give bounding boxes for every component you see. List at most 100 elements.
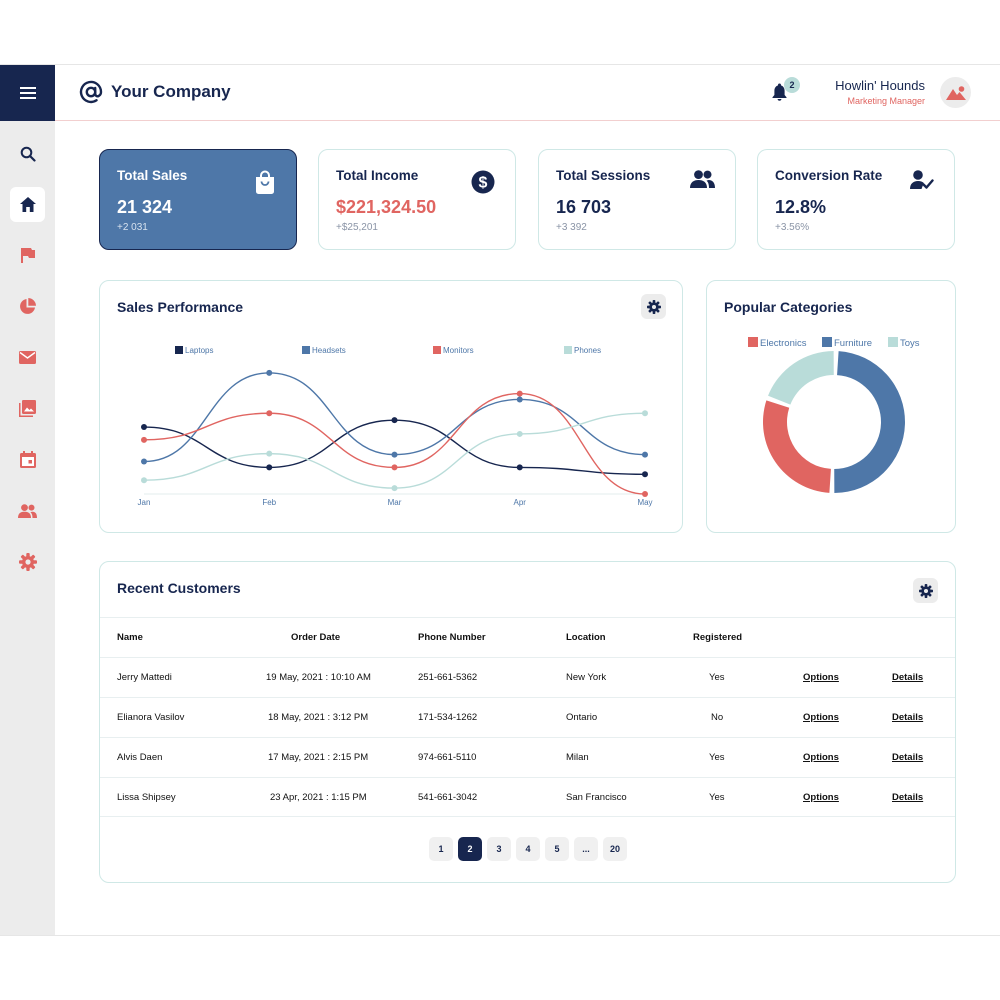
legend-item-headsets: Headsets <box>302 346 346 355</box>
sidebar <box>0 65 55 935</box>
details-link[interactable]: Details <box>892 672 924 683</box>
data-point-headsets <box>141 458 147 465</box>
legend-item-furniture: Furniture <box>822 337 872 349</box>
flag-icon <box>20 248 35 263</box>
sales-performance-card: Sales Performance Jan Feb Mar Apr May Laptops… <box>99 280 683 533</box>
legend-swatch <box>175 346 183 354</box>
table-row: Lissa Shipsey 23 Apr, 2021 : 1:15 PM 541… <box>100 777 955 817</box>
order-date: 18 May, 2021 : 3:12 PM <box>268 712 369 723</box>
svg-text:$: $ <box>479 175 488 192</box>
details-link[interactable]: Details <box>892 752 924 763</box>
data-point-monitors <box>642 491 648 497</box>
stat-value: 16 703 <box>556 197 612 217</box>
x-tick-label: May <box>637 498 652 507</box>
column-header-name: Name <box>117 632 143 643</box>
hamburger-menu-icon <box>19 87 36 99</box>
options-link[interactable]: Options <box>803 752 839 763</box>
data-point-phones <box>141 477 147 484</box>
page-button-5[interactable]: 5 <box>545 837 569 861</box>
stat-title: Total Sales <box>117 168 188 183</box>
stat-change: +$25,201 <box>336 222 378 233</box>
page-button-4[interactable]: 4 <box>516 837 540 861</box>
column-header-phone: Phone Number <box>418 632 486 643</box>
sidebar-item-flag[interactable] <box>10 238 45 273</box>
stat-change: +2 031 <box>117 222 148 233</box>
sidebar-item-reports[interactable] <box>10 289 45 324</box>
data-point-phones <box>391 485 398 492</box>
legend-label: Monitors <box>443 346 474 355</box>
legend-label: Furniture <box>834 338 872 349</box>
sidebar-item-settings[interactable] <box>10 544 45 579</box>
menu-button[interactable] <box>0 65 55 121</box>
details-link[interactable]: Details <box>892 712 924 723</box>
data-point-phones <box>642 410 648 417</box>
legend-item-monitors: Monitors <box>433 346 474 355</box>
legend-label: Headsets <box>312 346 346 355</box>
order-date: 23 Apr, 2021 : 1:15 PM <box>270 792 367 803</box>
sidebar-item-gallery[interactable] <box>10 391 45 426</box>
sidebar-item-home[interactable] <box>10 187 45 222</box>
brand-title: Your Company <box>111 82 231 101</box>
user-role: Marketing Manager <box>847 96 925 106</box>
phone-number: 251-661-5362 <box>418 672 478 683</box>
location: Ontario <box>566 712 598 723</box>
options-link[interactable]: Options <box>803 672 839 683</box>
stat-card-conversion-rate[interactable]: Conversion Rate 12.8% +3.56% <box>757 149 955 250</box>
popular-categories-card: Popular Categories Electronics Furniture T… <box>706 280 956 533</box>
home-icon <box>19 197 36 212</box>
page-button-1[interactable]: 1 <box>429 837 453 861</box>
legend-swatch <box>748 337 758 347</box>
page-button-2[interactable]: 2 <box>458 837 482 861</box>
page-button-20[interactable]: 20 <box>603 837 627 861</box>
search-icon <box>20 146 36 162</box>
customer-name: Jerry Mattedi <box>117 672 172 683</box>
options-link[interactable]: Options <box>803 792 839 803</box>
user-check-icon <box>910 170 934 189</box>
settings-icon <box>18 552 37 571</box>
details-link[interactable]: Details <box>892 792 924 803</box>
sidebar-item-search[interactable] <box>10 136 45 171</box>
sidebar-item-mail[interactable] <box>10 340 45 375</box>
phone-number: 974-661-5110 <box>418 752 477 763</box>
legend-item-electronics: Electronics <box>748 337 807 349</box>
donut-slice-electronics <box>763 400 831 493</box>
sidebar-item-users[interactable] <box>10 493 45 528</box>
x-tick-label: Apr <box>514 498 527 507</box>
data-point-laptops <box>141 424 147 431</box>
legend-item-laptops: Laptops <box>175 346 213 355</box>
donut-slice-furniture <box>834 351 906 493</box>
page-button-3[interactable]: 3 <box>487 837 511 861</box>
registered: Yes <box>709 672 725 683</box>
image-gallery-icon <box>19 400 36 417</box>
sales-performance-settings-button[interactable] <box>641 294 666 319</box>
data-point-laptops <box>516 464 523 471</box>
at-sign-icon <box>79 80 103 104</box>
recent-customers-settings-button[interactable] <box>913 578 938 603</box>
data-point-headsets <box>642 451 648 458</box>
customer-name: Lissa Shipsey <box>117 792 176 803</box>
legend-swatch <box>433 346 441 354</box>
avatar-image-icon <box>945 85 966 100</box>
phone-number: 541-661-3042 <box>418 792 478 803</box>
location: San Francisco <box>566 792 627 803</box>
options-link[interactable]: Options <box>803 712 839 723</box>
legend-swatch <box>888 337 898 347</box>
registered: Yes <box>709 792 725 803</box>
settings-icon <box>646 299 661 314</box>
notification-bell-icon[interactable] <box>772 83 787 101</box>
stat-title: Total Income <box>336 168 419 183</box>
data-point-laptops <box>266 464 273 471</box>
legend-label: Laptops <box>185 346 213 355</box>
stat-change: +3.56% <box>775 222 810 233</box>
stat-change: +3 392 <box>556 222 587 233</box>
legend-swatch <box>822 337 832 347</box>
avatar[interactable] <box>940 77 971 108</box>
stat-card-total-income[interactable]: Total Income $221,324.50 +$25,201 $ <box>318 149 516 250</box>
stat-card-total-sales[interactable]: Total Sales 21 324 +2 031 <box>99 149 297 250</box>
stat-card-total-sessions[interactable]: Total Sessions 16 703 +3 392 <box>538 149 736 250</box>
stat-value: 21 324 <box>117 197 173 217</box>
sidebar-item-calendar[interactable] <box>10 442 45 477</box>
popular-categories-title: Popular Categories <box>724 299 853 315</box>
recent-customers-title: Recent Customers <box>117 580 241 596</box>
phone-number: 171-534-1262 <box>418 712 478 723</box>
